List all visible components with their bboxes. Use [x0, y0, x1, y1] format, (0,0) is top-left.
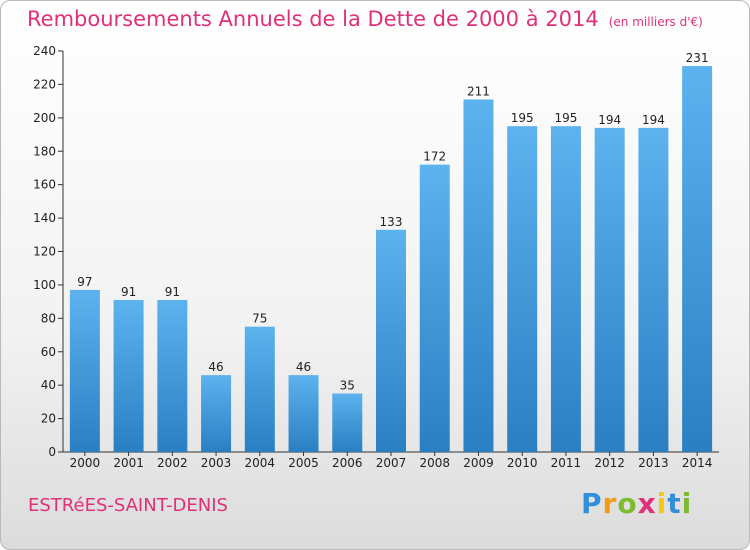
bar	[550, 126, 581, 452]
x-tick-label: 2012	[594, 456, 625, 470]
bar-value-label: 172	[423, 150, 446, 164]
logo-letter: i	[681, 487, 693, 520]
y-tick-label: 200	[33, 111, 56, 125]
y-tick-label: 40	[41, 378, 56, 392]
bar	[507, 126, 538, 452]
y-tick-label: 180	[33, 144, 56, 158]
y-tick-label: 100	[33, 278, 56, 292]
bar	[594, 127, 625, 452]
logo-letter: o	[617, 487, 638, 520]
bar	[288, 375, 319, 452]
bar	[113, 299, 144, 452]
bar-value-label: 97	[77, 275, 92, 289]
bar-value-label: 91	[165, 285, 180, 299]
y-tick-label: 240	[33, 44, 56, 58]
bar-value-label: 231	[686, 51, 709, 65]
bar	[69, 289, 100, 452]
y-tick-label: 220	[33, 77, 56, 91]
bar	[638, 127, 669, 452]
x-tick-label: 2009	[463, 456, 494, 470]
bar-value-label: 133	[380, 215, 403, 229]
y-tick-label: 160	[33, 178, 56, 192]
commune-name: ESTRéES-SAINT-DENIS	[28, 495, 228, 516]
logo-letter: t	[667, 487, 682, 520]
proxiti-logo[interactable]: Proxiti	[581, 487, 692, 520]
bar-value-label: 35	[340, 379, 355, 393]
bar-value-label: 194	[598, 113, 621, 127]
bar-value-label: 211	[467, 84, 490, 98]
x-tick-label: 2000	[70, 456, 101, 470]
x-tick-label: 2001	[113, 456, 144, 470]
logo-letter: r	[602, 487, 618, 520]
x-tick-label: 2003	[201, 456, 232, 470]
x-tick-label: 2010	[507, 456, 538, 470]
y-tick-label: 140	[33, 211, 56, 225]
y-tick-label: 80	[41, 311, 56, 325]
chart-unit: (en milliers d'€)	[608, 15, 703, 29]
bar	[463, 99, 494, 453]
x-tick-label: 2004	[245, 456, 276, 470]
x-tick-label: 2014	[682, 456, 713, 470]
chart-title: Remboursements Annuels de la Dette de 20…	[27, 7, 703, 31]
chart-title-text: Remboursements Annuels de la Dette de 20…	[27, 7, 599, 31]
x-tick-label: 2006	[332, 456, 363, 470]
y-tick-label: 20	[41, 412, 56, 426]
bar-value-label: 91	[121, 285, 136, 299]
bar	[244, 326, 275, 452]
x-tick-label: 2005	[288, 456, 319, 470]
bar	[419, 164, 450, 452]
bar	[376, 229, 406, 452]
bar-value-label: 46	[296, 360, 311, 374]
x-tick-label: 2011	[551, 456, 582, 470]
logo-letter: x	[637, 487, 657, 520]
bar-value-label: 75	[252, 312, 267, 326]
bar-value-label: 194	[642, 113, 665, 127]
x-tick-label: 2013	[638, 456, 669, 470]
bar	[682, 66, 713, 452]
x-tick-label: 2002	[157, 456, 188, 470]
bar-value-label: 195	[554, 111, 577, 125]
bar	[201, 375, 232, 452]
bar-value-label: 46	[208, 360, 223, 374]
y-tick-label: 60	[41, 345, 56, 359]
bar-value-label: 195	[511, 111, 534, 125]
logo-letter: i	[656, 487, 668, 520]
logo-letter: P	[581, 487, 603, 520]
bar	[332, 393, 363, 452]
bar	[157, 299, 188, 452]
x-tick-label: 2007	[376, 456, 407, 470]
y-tick-label: 120	[33, 245, 56, 259]
x-tick-label: 2008	[419, 456, 450, 470]
y-tick-label: 0	[48, 445, 56, 459]
